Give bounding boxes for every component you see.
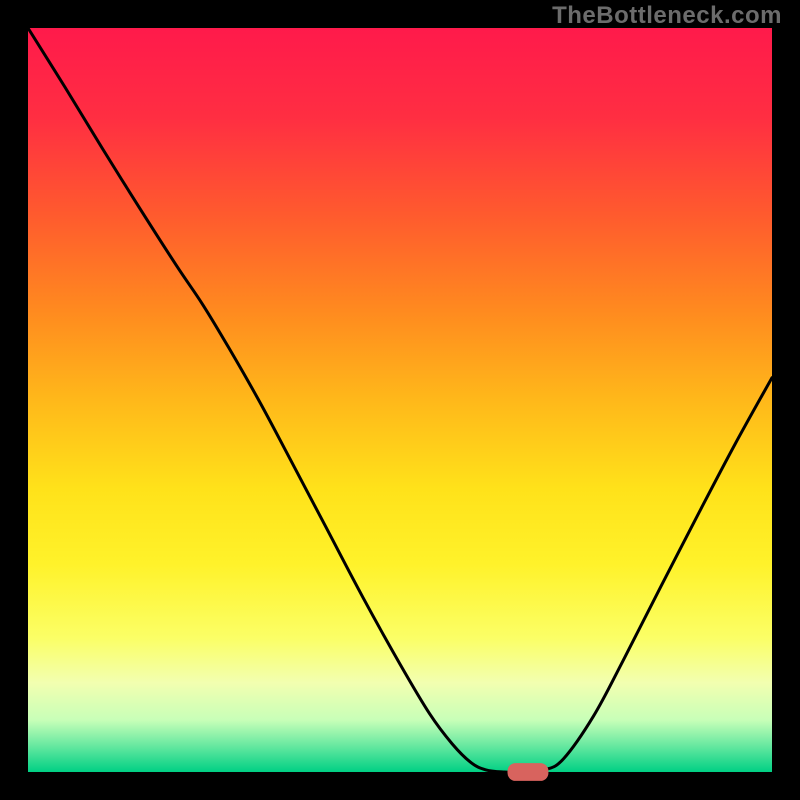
bottleneck-chart — [0, 0, 800, 800]
watermark-text: TheBottleneck.com — [552, 2, 782, 30]
chart-frame: TheBottleneck.com — [0, 0, 800, 800]
plot-gradient — [28, 28, 772, 772]
optimal-marker — [508, 763, 549, 781]
